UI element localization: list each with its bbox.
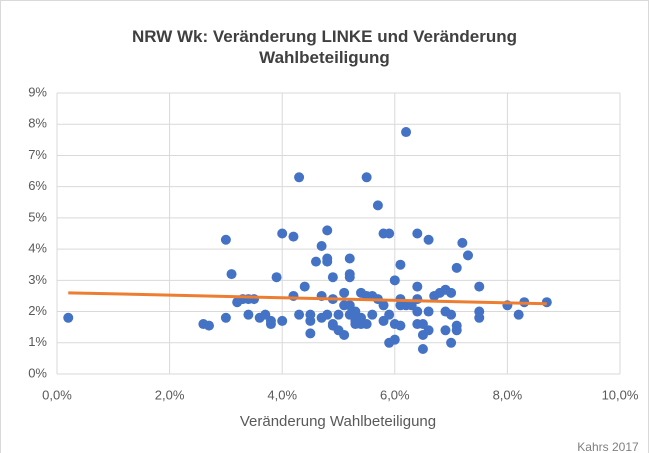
- y-tick-label: 2%: [28, 303, 47, 318]
- data-point: [277, 315, 288, 326]
- data-point: [423, 234, 434, 245]
- data-point: [288, 231, 299, 242]
- data-point: [243, 309, 254, 320]
- data-point: [457, 237, 468, 248]
- data-point: [513, 309, 524, 320]
- data-point: [294, 172, 305, 183]
- chart-title: NRW Wk: Veränderung LINKE und Veränderun…: [131, 27, 518, 67]
- data-point: [333, 309, 344, 320]
- data-point: [423, 325, 434, 336]
- y-tick-label: 0%: [28, 365, 47, 380]
- data-point: [220, 234, 231, 245]
- data-point: [277, 228, 288, 239]
- x-tick-label: 6,0%: [380, 387, 410, 402]
- data-point: [451, 325, 462, 336]
- data-point: [265, 319, 276, 330]
- data-point: [412, 228, 423, 239]
- data-point: [423, 306, 434, 317]
- data-point: [294, 309, 305, 320]
- y-tick-label: 9%: [28, 84, 47, 99]
- x-tick-label: 8,0%: [493, 387, 523, 402]
- data-point: [389, 334, 400, 345]
- data-point: [401, 127, 412, 138]
- x-axis-label: Veränderung Wahlbeteiligung: [240, 413, 436, 430]
- y-tick-label: 3%: [28, 272, 47, 287]
- data-point: [226, 269, 237, 280]
- data-point: [474, 312, 485, 323]
- data-point: [474, 281, 485, 292]
- data-point: [446, 337, 457, 348]
- data-point: [361, 319, 372, 330]
- data-point: [63, 312, 74, 323]
- y-tick-label: 1%: [28, 334, 47, 349]
- y-tick-label: 5%: [28, 209, 47, 224]
- data-point: [344, 253, 355, 264]
- x-tick-label: 0,0%: [42, 387, 72, 402]
- data-point: [446, 309, 457, 320]
- x-tick-label: 4,0%: [267, 387, 297, 402]
- data-point: [305, 328, 316, 339]
- data-point: [299, 281, 310, 292]
- trendline: [68, 291, 547, 306]
- data-point: [462, 250, 473, 261]
- data-point: [322, 309, 333, 320]
- data-point: [339, 329, 350, 340]
- x-tick-label: 2,0%: [155, 387, 185, 402]
- data-point: [395, 320, 406, 331]
- data-point: [378, 300, 389, 311]
- data-point: [451, 262, 462, 273]
- data-point: [305, 309, 316, 320]
- data-point: [316, 240, 327, 251]
- data-point: [412, 281, 423, 292]
- data-point: [271, 272, 282, 283]
- y-tick-label: 8%: [28, 116, 47, 131]
- source: Kahrs 2017: [577, 440, 639, 453]
- data-point: [384, 228, 395, 239]
- y-tick-label: 4%: [28, 241, 47, 256]
- data-point: [389, 275, 400, 286]
- data-point: [204, 320, 215, 331]
- data-point: [322, 225, 333, 236]
- data-point: [440, 325, 451, 336]
- data-point: [412, 306, 423, 317]
- data-point: [384, 309, 395, 320]
- data-point: [310, 256, 321, 267]
- data-point: [412, 294, 423, 305]
- data-point: [344, 272, 355, 283]
- data-point: [372, 200, 383, 211]
- data-point: [367, 309, 378, 320]
- y-tick-label: 6%: [28, 178, 47, 193]
- data-point: [395, 259, 406, 270]
- data-point: [446, 287, 457, 298]
- x-tick-label: 10,0%: [602, 387, 639, 402]
- data-point: [327, 272, 338, 283]
- data-point: [322, 256, 333, 267]
- data-point: [417, 344, 428, 355]
- data-point: [220, 312, 231, 323]
- y-tick-label: 7%: [28, 147, 47, 162]
- data-point: [339, 287, 350, 298]
- data-point: [361, 172, 372, 183]
